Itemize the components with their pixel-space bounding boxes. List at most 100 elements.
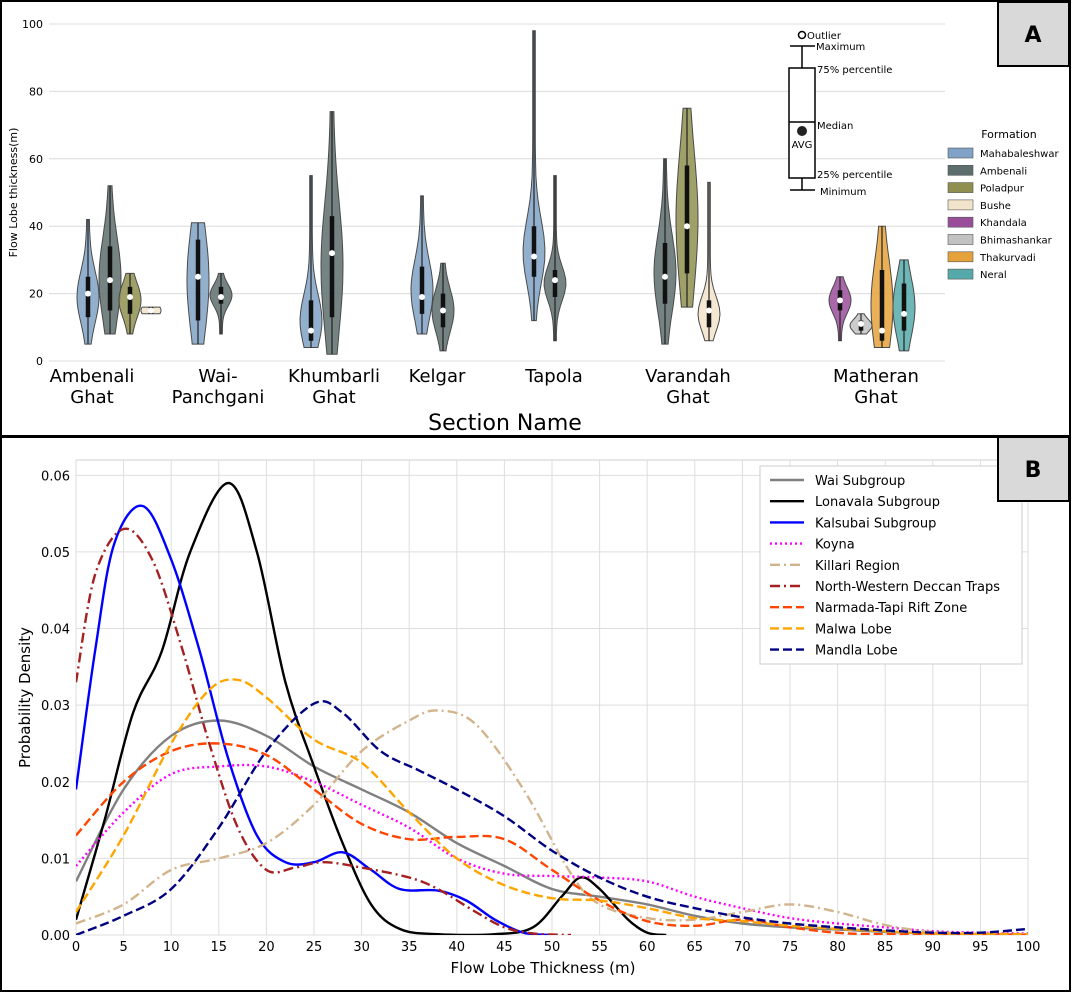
- legend-swatch: [947, 147, 974, 159]
- legend-box: [759, 465, 1023, 665]
- y-axis-label: Flow Lobe thickness(m): [7, 128, 20, 258]
- key-min-label: Minimum: [820, 187, 866, 198]
- legend-swatch: [947, 165, 974, 176]
- x-tick-label: 75: [782, 940, 799, 955]
- section-tick-label: Ghat: [854, 387, 897, 408]
- y-tick-label: 0.06: [41, 469, 70, 484]
- legend-label: Killari Region: [815, 559, 900, 574]
- violin-median: [85, 290, 91, 297]
- x-tick-label: 10: [163, 940, 180, 955]
- key-q3-label: 75% percentile: [817, 65, 892, 76]
- section-tick-label: Varandah: [645, 366, 731, 387]
- section-tick-label: Ghat: [70, 387, 113, 408]
- y-axis-label: Probability Density: [16, 627, 34, 768]
- key-q1-label: 25% percentile: [817, 170, 892, 181]
- key-avg-marker: [797, 126, 807, 136]
- section-tick-label: Kelgar: [409, 366, 466, 387]
- x-tick-label: 70: [734, 940, 751, 955]
- panel-b-label-box: [997, 436, 1070, 502]
- legend-swatch: [947, 251, 974, 263]
- x-tick-label: 5: [119, 940, 127, 955]
- x-tick-label: 60: [639, 940, 656, 955]
- key-outlier-marker: [797, 30, 807, 40]
- x-tick-label: 40: [449, 940, 466, 955]
- legend-label: Bhimashankar: [980, 236, 1053, 247]
- legend-swatch: [947, 268, 974, 280]
- x-tick-label: 35: [401, 940, 418, 955]
- density-line: [76, 504, 553, 935]
- section-tick-label: Tapola: [524, 366, 583, 387]
- legend-label: Mahabaleshwar: [980, 149, 1059, 160]
- x-tick-label: 80: [829, 940, 846, 955]
- legend-label: Bushe: [980, 201, 1011, 212]
- density-line: [76, 763, 1028, 935]
- violin-median: [107, 277, 113, 284]
- violin-median: [901, 310, 907, 317]
- x-tick-label: 85: [877, 940, 894, 955]
- legend-title: Formation: [981, 128, 1037, 141]
- x-axis-label: Flow Lobe Thickness (m): [450, 959, 635, 977]
- x-tick-label: 100: [1016, 940, 1041, 955]
- y-tick-label: 0.05: [41, 546, 70, 561]
- y-tick-label: 100: [22, 18, 43, 31]
- key-box: [788, 67, 816, 179]
- key-avg-label: AVG: [792, 140, 813, 151]
- y-tick-label: 20: [29, 288, 43, 301]
- density-line: [76, 481, 667, 935]
- section-tick-label: Matheran: [833, 366, 919, 387]
- density-line: [76, 709, 1028, 935]
- legend-label: Kalsubai Subgroup: [815, 516, 936, 531]
- x-tick-label: 15: [211, 940, 228, 955]
- violin-median: [218, 293, 224, 300]
- y-tick-label: 0.00: [41, 929, 70, 944]
- violin-median: [195, 273, 201, 280]
- legend-label: Poladpur: [980, 184, 1025, 195]
- x-tick-label: 50: [544, 940, 561, 955]
- key-outlier-label: Outlier: [807, 31, 842, 42]
- violin-median: [662, 273, 668, 280]
- violin-median: [308, 327, 314, 334]
- violin-median: [879, 327, 885, 334]
- panel-a-label: A: [1024, 23, 1041, 48]
- legend-label: Koyna: [815, 538, 855, 553]
- y-tick-label: 0.01: [41, 852, 70, 867]
- legend-label: Thakurvadi: [979, 253, 1036, 264]
- key-median-label: Median: [817, 121, 853, 132]
- x-tick-label: 65: [687, 940, 704, 955]
- legend-swatch: [947, 199, 974, 211]
- legend-label: Ambenali: [980, 166, 1027, 177]
- x-tick-label: 55: [591, 940, 608, 955]
- section-tick-label: Ghat: [666, 387, 709, 408]
- panel-a-label-box: [997, 1, 1070, 67]
- y-tick-label: 40: [29, 220, 43, 233]
- section-tick-label: Panchgani: [172, 387, 265, 408]
- panel-b-plot: 0 5 10 15 20 25 30 35 40 45 50 55 60 65 70 75 80 85 90 95 10…: [16, 459, 1041, 977]
- violin-median: [127, 293, 133, 300]
- legend-label: Khandala: [980, 218, 1027, 229]
- legend-label: Malwa Lobe: [815, 622, 892, 637]
- legend-label: Neral: [980, 270, 1007, 281]
- x-axis-label: Section Name: [428, 411, 582, 436]
- x-tick-label: 90: [925, 940, 942, 955]
- density-line: [76, 527, 572, 935]
- x-tick-label: 20: [258, 940, 275, 955]
- y-tick-label: 80: [29, 85, 43, 98]
- panel-a-plot: 0 20 40 60 80 100 Flow Lobe thickness(m) Ambena…: [7, 18, 1059, 436]
- x-tick-label: 95: [972, 940, 989, 955]
- density-line: [76, 678, 1028, 935]
- y-tick-label: 0.04: [41, 623, 70, 638]
- x-tick-label: 45: [496, 940, 513, 955]
- y-tick-label: 0.02: [41, 776, 70, 791]
- violin-median: [837, 297, 843, 304]
- violin-median: [329, 250, 335, 257]
- section-tick-label: Ghat: [312, 387, 355, 408]
- legend-swatch: [947, 216, 974, 228]
- y-tick-label: 0: [36, 355, 43, 368]
- violin-median: [148, 307, 154, 314]
- legend-label: North-Western Deccan Traps: [815, 580, 1000, 595]
- violin-median: [531, 253, 537, 260]
- violin-median: [858, 320, 864, 327]
- key-max-label: Maximum: [816, 42, 865, 53]
